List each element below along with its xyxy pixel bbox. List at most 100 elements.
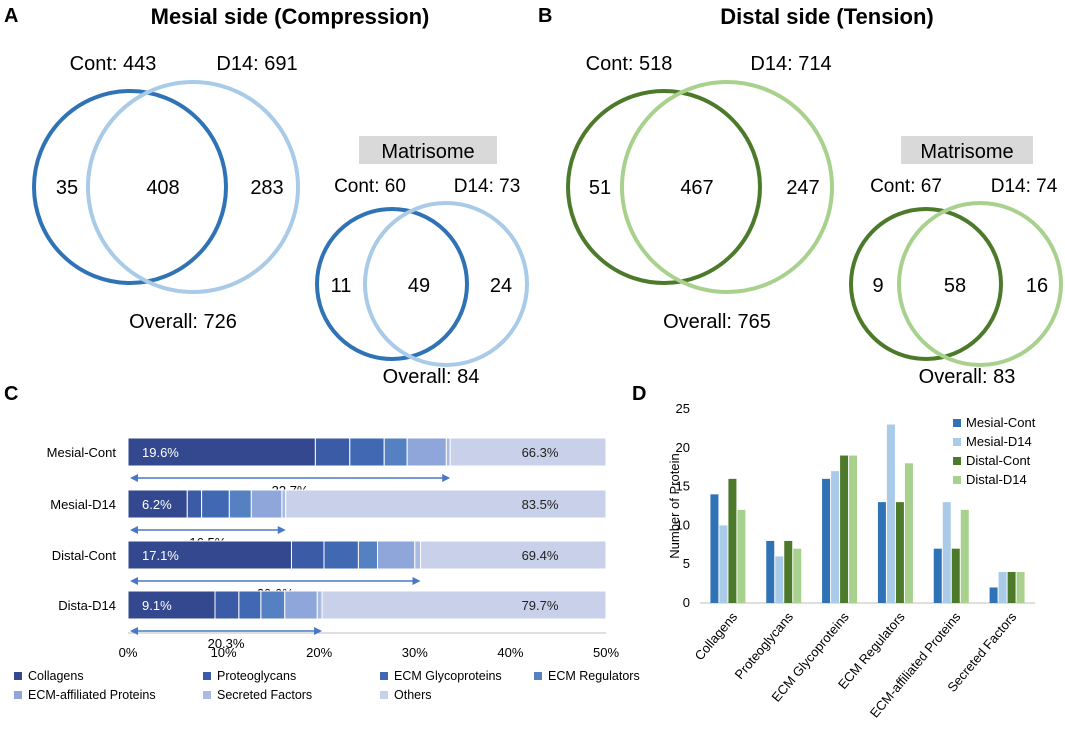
c-matrisome-arrowhead-left	[130, 526, 138, 534]
d-bar	[793, 548, 802, 603]
venn-distal-only-d14: 247	[786, 177, 819, 199]
venn-distal-d14-circle	[620, 80, 834, 294]
c-bar-segment	[228, 489, 252, 519]
c-bar-segment	[186, 489, 203, 519]
c-bar-segment	[214, 590, 240, 620]
venn-distal-matri-cont-label: Cont: 67	[870, 176, 942, 197]
c-legend-label: Secreted Factors	[217, 688, 312, 702]
d-y-tick-label: 5	[683, 556, 690, 571]
d-bar	[728, 478, 737, 603]
d-bar	[1016, 571, 1025, 603]
d-bar	[784, 540, 793, 603]
d-bar	[933, 548, 942, 603]
d-bar	[904, 463, 913, 603]
c-bar-segment	[127, 590, 216, 620]
c-category-label: Mesial-D14	[50, 497, 116, 512]
d-bar	[831, 471, 840, 603]
d-y-tick-label: 25	[676, 401, 690, 416]
c-collagen-pct-label: 19.6%	[142, 445, 179, 460]
d-bar	[895, 502, 904, 603]
venn-mesial-cont-label: Cont: 443	[70, 53, 157, 75]
c-bar-segment	[127, 489, 188, 519]
d-bar	[849, 455, 858, 603]
c-legend-swatch	[380, 691, 388, 699]
c-legend-swatch	[534, 672, 542, 680]
c-bar-segment	[406, 437, 447, 467]
d-bar	[775, 556, 784, 603]
d-x-category-label: Collagens	[692, 609, 741, 663]
c-bar-segment	[250, 489, 283, 519]
c-matrisome-arrowhead-right	[314, 627, 323, 635]
panel-c-stacked-bar-chart: 0%10%20%30%40%50%Mesial-Cont19.6%66.3%33…	[14, 437, 640, 702]
distal-matrisome-label: Matrisome	[920, 141, 1013, 163]
d-y-tick-label: 15	[676, 479, 690, 494]
c-bar-segment	[260, 590, 286, 620]
venn-mesial-both: 408	[146, 177, 179, 199]
c-legend-label: ECM Regulators	[548, 669, 640, 683]
venn-mesial-matri-only-cont: 11	[331, 275, 352, 297]
panel-letter-d: D	[632, 383, 646, 405]
venn-distal-matri-only-cont: 9	[872, 275, 883, 297]
c-others-pct-label: 66.3%	[522, 445, 559, 460]
mesial-title: Mesial side (Compression)	[151, 4, 430, 29]
c-category-label: Mesial-Cont	[47, 445, 117, 460]
venn-mesial-matri-cont-label: Cont: 60	[334, 176, 406, 197]
d-bar	[766, 540, 775, 603]
c-bar-segment	[281, 489, 287, 519]
distal-matrisome-box	[901, 136, 1033, 164]
d-bar	[998, 571, 1007, 603]
venn-distal-both: 467	[680, 177, 713, 199]
d-bar	[942, 502, 951, 603]
d-bar	[886, 424, 895, 603]
d-legend-label: Mesial-Cont	[966, 415, 1036, 430]
venn-distal-only-cont: 51	[589, 177, 611, 199]
panel-letter-c: C	[4, 383, 18, 405]
c-matrisome-arrowhead-left	[130, 474, 138, 482]
venn-mesial-d14-circle	[86, 80, 300, 294]
d-legend-swatch	[953, 457, 961, 465]
c-bar-segment	[290, 540, 325, 570]
c-matrisome-arrowhead-right	[277, 526, 286, 534]
c-bar-segment	[316, 590, 323, 620]
panel-letter-a: A	[4, 5, 18, 27]
c-bar-segment	[377, 540, 416, 570]
panel-d-grouped-bar-chart: 0 5 10 15 20 25 Number of Protein CollagensProt…	[667, 401, 1036, 721]
c-legend-label: ECM-affiliated Proteins	[28, 688, 156, 702]
c-legend-swatch	[14, 672, 22, 680]
venn-mesial-only-d14: 283	[250, 177, 283, 199]
c-x-tick-label: 20%	[306, 645, 332, 660]
c-x-tick-label: 50%	[593, 645, 619, 660]
c-x-tick-label: 10%	[211, 645, 237, 660]
d-bar	[737, 509, 746, 603]
c-bar-segment	[420, 540, 607, 570]
venn-mesial-matri-overall: Overall: 84	[383, 366, 480, 388]
venn-distal-cont-circle	[566, 89, 762, 285]
c-bar-segment	[383, 437, 408, 467]
c-matrisome-arrowhead-right	[442, 474, 451, 482]
venn-mesial-overall: Overall: 726	[129, 311, 237, 333]
c-others-pct-label: 69.4%	[522, 548, 559, 563]
venn-distal-matri-cont-circle	[849, 207, 1003, 361]
c-bar-segment	[284, 590, 318, 620]
d-bar	[951, 548, 960, 603]
distal-title: Distal side (Tension)	[720, 4, 934, 29]
venn-mesial-matri-only-d14: 24	[490, 275, 512, 297]
d-y-tick-label: 20	[676, 440, 690, 455]
c-legend-swatch	[203, 691, 211, 699]
c-legend-swatch	[203, 672, 211, 680]
c-others-pct-label: 79.7%	[522, 598, 559, 613]
mesial-matrisome-label: Matrisome	[381, 141, 474, 163]
c-bar-segment	[238, 590, 262, 620]
venn-distal-matri-both: 58	[944, 275, 966, 297]
venn-distal-matri-overall: Overall: 83	[919, 366, 1016, 388]
d-bar	[840, 455, 849, 603]
c-category-label: Dista-D14	[58, 598, 116, 613]
c-bar-segment	[445, 437, 451, 467]
c-bar-segment	[127, 540, 292, 570]
c-matrisome-arrowhead-right	[412, 577, 421, 585]
c-legend-label: Collagens	[28, 669, 84, 683]
c-collagen-pct-label: 9.1%	[142, 598, 172, 613]
c-x-tick-label: 0%	[119, 645, 138, 660]
c-legend-label: Proteoglycans	[217, 669, 296, 683]
c-bar-segment	[357, 540, 379, 570]
